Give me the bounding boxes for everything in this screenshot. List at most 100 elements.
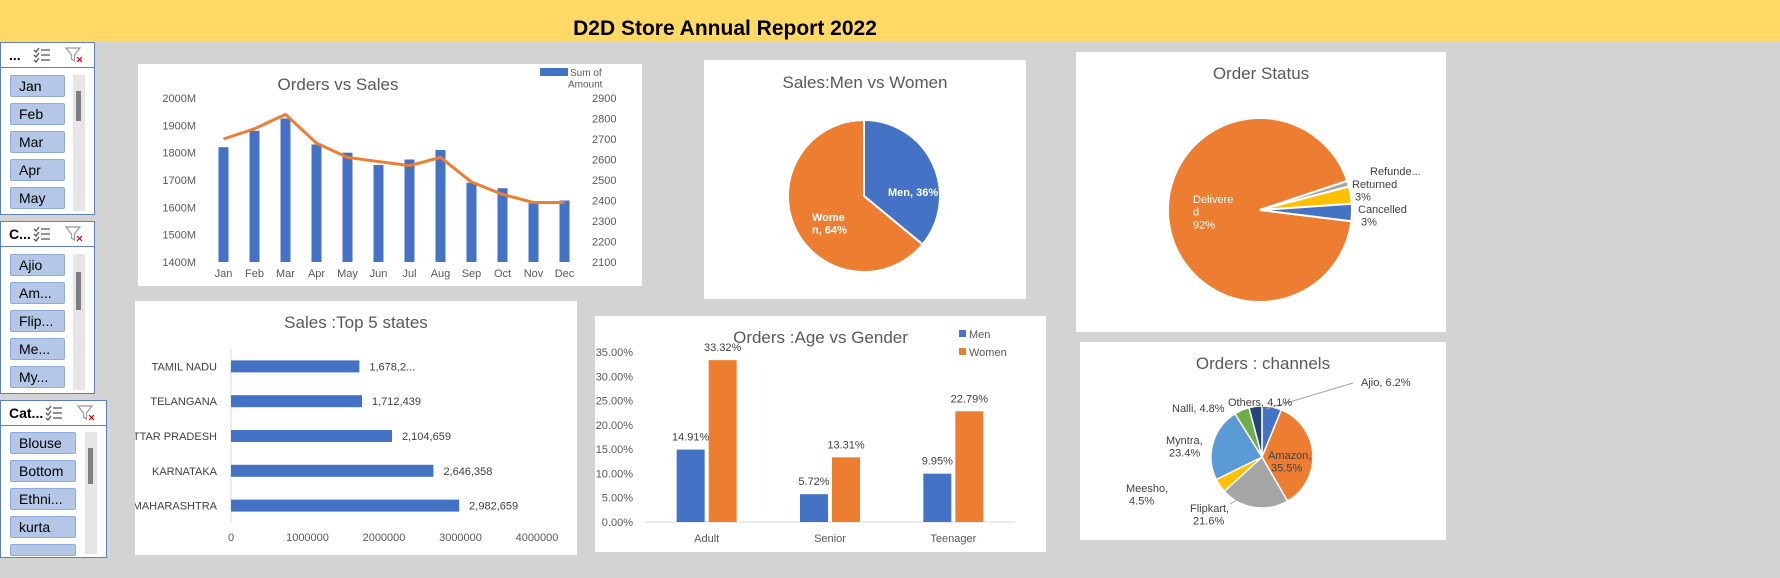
- slicer-item-jan[interactable]: Jan: [10, 75, 65, 97]
- slicer-scrollbar[interactable]: [73, 75, 85, 211]
- x-tick-label: 0: [228, 532, 234, 544]
- category-label: MAHARASHTRA: [135, 501, 218, 513]
- x-tick-label: Jan: [215, 268, 233, 280]
- data-label: 2,104,659: [402, 431, 451, 443]
- y-left-tick-label: 2000M: [162, 93, 196, 105]
- scroll-thumb[interactable]: [76, 91, 81, 121]
- bar: [955, 411, 984, 522]
- slice-label: Flipkart, 21.6%: [1190, 503, 1229, 528]
- legend-swatch: [540, 68, 568, 76]
- y-left-tick-label: 1400M: [162, 257, 196, 269]
- slice-label: Myntra, 23.4%: [1166, 435, 1203, 460]
- slicer-item-myntra[interactable]: My...: [10, 366, 65, 388]
- slicer-title: ...: [9, 47, 21, 63]
- slicer-item-bottom[interactable]: Bottom: [10, 460, 76, 482]
- order-status-pie: Delivere d 92% Refunde...Returned 3%Cancell…: [1167, 117, 1421, 303]
- y-right-tick-label: 2700: [592, 134, 616, 146]
- legend-swatch: [959, 348, 966, 355]
- clear-filter-icon[interactable]: [77, 405, 95, 421]
- slicer-item-blouse[interactable]: Blouse: [10, 432, 76, 454]
- slicer-item-feb[interactable]: Feb: [10, 103, 65, 125]
- multi-select-icon[interactable]: [33, 47, 51, 63]
- category-label: UTTAR PRADESH: [135, 431, 217, 443]
- data-label: 9.95%: [922, 456, 953, 468]
- slice-label: Men, 36%: [888, 187, 938, 199]
- orders-vs-sales-panel[interactable]: Orders vs Sales 1400M 1500M 1600M 1700M 1800…: [138, 64, 642, 286]
- category-label: KARNATAKA: [152, 466, 218, 478]
- bar: [676, 449, 705, 522]
- slicer-item-kurta[interactable]: kurta: [10, 516, 76, 538]
- slicer-header: C...: [1, 222, 94, 247]
- legend-label: Men: [969, 329, 990, 341]
- legend-label: Sum of Amount: [568, 68, 603, 91]
- bar: [249, 130, 260, 262]
- month-slicer[interactable]: ... Jan Feb Mar Apr May: [0, 42, 95, 215]
- order-status-panel[interactable]: Order Status Delivere d 92% Refunde... Retur…: [1076, 52, 1446, 332]
- clear-filter-icon[interactable]: [65, 226, 83, 242]
- slicer-item-partial[interactable]: [10, 544, 76, 556]
- slicer-header: Cat...: [1, 401, 106, 426]
- x-tick-label: Aug: [431, 268, 451, 280]
- x-tick-label: Teenager: [930, 533, 976, 545]
- slice-label: Refunde...: [1370, 166, 1421, 178]
- bar: [231, 499, 460, 512]
- y-tick-label: 20.00%: [596, 420, 634, 432]
- pie-slice: [1248, 405, 1263, 458]
- legend-label: Women: [969, 347, 1007, 359]
- y-tick-label: 5.00%: [602, 493, 633, 505]
- y-right-tick-label: 2900: [592, 93, 616, 105]
- slicer-item-amazon[interactable]: Am...: [10, 282, 65, 304]
- x-tick-label: Mar: [276, 268, 295, 280]
- pie-slice: [787, 118, 924, 273]
- top-states-panel[interactable]: Sales :Top 5 states TAMIL NADU 1,678,2...…: [135, 301, 577, 555]
- chart-title: Sales:Men vs Women: [782, 73, 948, 92]
- x-tick-label: Sep: [462, 268, 482, 280]
- slicer-item-meesho[interactable]: Me...: [10, 338, 65, 360]
- bar: [218, 147, 229, 262]
- slicer-item-ethnic[interactable]: Ethni...: [10, 488, 76, 510]
- pie-slice: [1210, 412, 1264, 481]
- category-slicer[interactable]: Cat... Blouse Bottom Ethni... kurta: [0, 400, 107, 558]
- multi-select-icon[interactable]: [45, 405, 63, 421]
- x-tick-label: Oct: [494, 268, 511, 280]
- slicer-item-apr[interactable]: Apr: [10, 159, 65, 181]
- orders-vs-sales-chart: 1400M 1500M 1600M 1700M 1800M 1900M 2000M 2100 2…: [162, 68, 616, 280]
- slicer-scrollbar[interactable]: [85, 432, 97, 554]
- clear-filter-icon[interactable]: [65, 47, 83, 63]
- men-vs-women-panel[interactable]: Sales:Men vs Women Men, 36% Wome n, 64%: [704, 60, 1026, 299]
- y-right-tick-label: 2300: [592, 216, 616, 228]
- y-tick-label: 35.00%: [596, 347, 634, 359]
- x-tick-label: Jun: [370, 268, 388, 280]
- bar: [311, 144, 322, 262]
- x-tick-label: Dec: [555, 268, 575, 280]
- slicer-item-flipkart[interactable]: Flip...: [10, 310, 65, 332]
- y-right-tick-label: 2800: [592, 114, 616, 126]
- channels-pie: Ajio, 6.2% Amazon, 35.5% Flipkart, 21.6% Me…: [1126, 377, 1411, 528]
- y-left-tick-label: 1900M: [162, 120, 196, 132]
- slicer-item-ajio[interactable]: Ajio: [10, 254, 65, 276]
- slicer-title: Cat...: [9, 405, 44, 421]
- pie-slice: [1167, 117, 1353, 303]
- slicer-item-may[interactable]: May: [10, 187, 65, 209]
- multi-select-icon[interactable]: [33, 226, 51, 242]
- channel-slicer[interactable]: C... Ajio Am... Flip... Me... My...: [0, 221, 95, 394]
- data-label: 2,982,659: [469, 501, 518, 513]
- age-vs-gender-panel[interactable]: Orders :Age vs Gender 0.00% 5.00% 10.00% 15…: [595, 316, 1046, 552]
- y-right-tick-label: 2400: [592, 196, 616, 208]
- bar: [800, 494, 828, 522]
- chart-title: Sales :Top 5 states: [284, 313, 428, 332]
- channels-panel[interactable]: Orders : channels Ajio, 6.2% Amazon, 35.5…: [1080, 342, 1446, 540]
- slice-label: Others, 4.1%: [1228, 397, 1292, 409]
- bar: [708, 360, 737, 522]
- data-label: 1,678,2...: [369, 361, 415, 373]
- x-tick-label: Feb: [245, 268, 264, 280]
- slicer-scrollbar[interactable]: [73, 254, 85, 390]
- slice-label: Delivere d 92%: [1193, 194, 1233, 231]
- scroll-thumb[interactable]: [76, 272, 81, 310]
- y-tick-label: 0.00%: [602, 517, 633, 529]
- slicer-item-mar[interactable]: Mar: [10, 131, 65, 153]
- scroll-thumb[interactable]: [88, 448, 93, 484]
- x-tick-label: 2000000: [363, 532, 406, 544]
- y-left-tick-label: 1600M: [162, 202, 196, 214]
- y-left-tick-label: 1500M: [162, 230, 196, 242]
